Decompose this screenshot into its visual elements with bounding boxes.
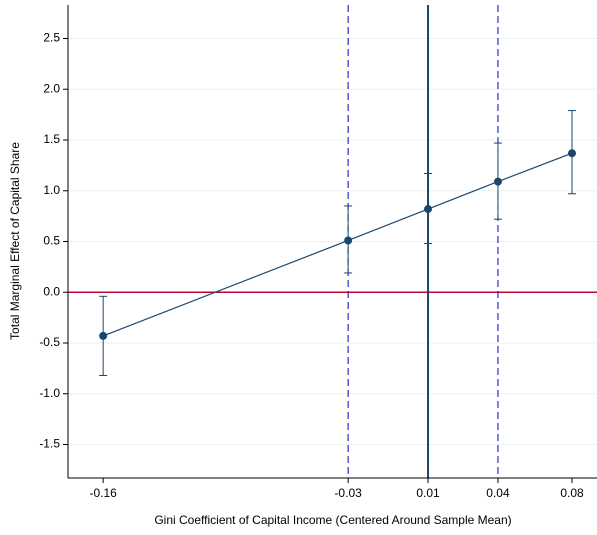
x-axis-label: Gini Coefficient of Capital Income (Cent… — [154, 513, 511, 527]
point — [99, 331, 108, 340]
x-tick-label: 0.01 — [416, 486, 440, 500]
point — [567, 149, 576, 158]
x-tick-label: -0.03 — [334, 486, 362, 500]
y-tick-label: 2.0 — [43, 81, 60, 95]
point — [424, 205, 433, 214]
y-tick-label: -0.5 — [39, 335, 60, 349]
y-tick-label: 1.5 — [43, 132, 60, 146]
y-axis-label: Total Marginal Effect of Capital Share — [8, 142, 22, 340]
x-tick-label: -0.16 — [89, 486, 117, 500]
y-tick-label: -1.0 — [39, 386, 60, 400]
y-tick-label: 0.0 — [43, 284, 60, 298]
point — [344, 236, 353, 245]
y-tick-label: 0.5 — [43, 234, 60, 248]
x-tick-label: 0.04 — [486, 486, 510, 500]
point — [493, 177, 502, 186]
y-tick-label: -1.5 — [39, 437, 60, 451]
y-tick-label: 2.5 — [43, 31, 60, 45]
y-tick-label: 1.0 — [43, 183, 60, 197]
x-tick-label: 0.08 — [560, 486, 584, 500]
